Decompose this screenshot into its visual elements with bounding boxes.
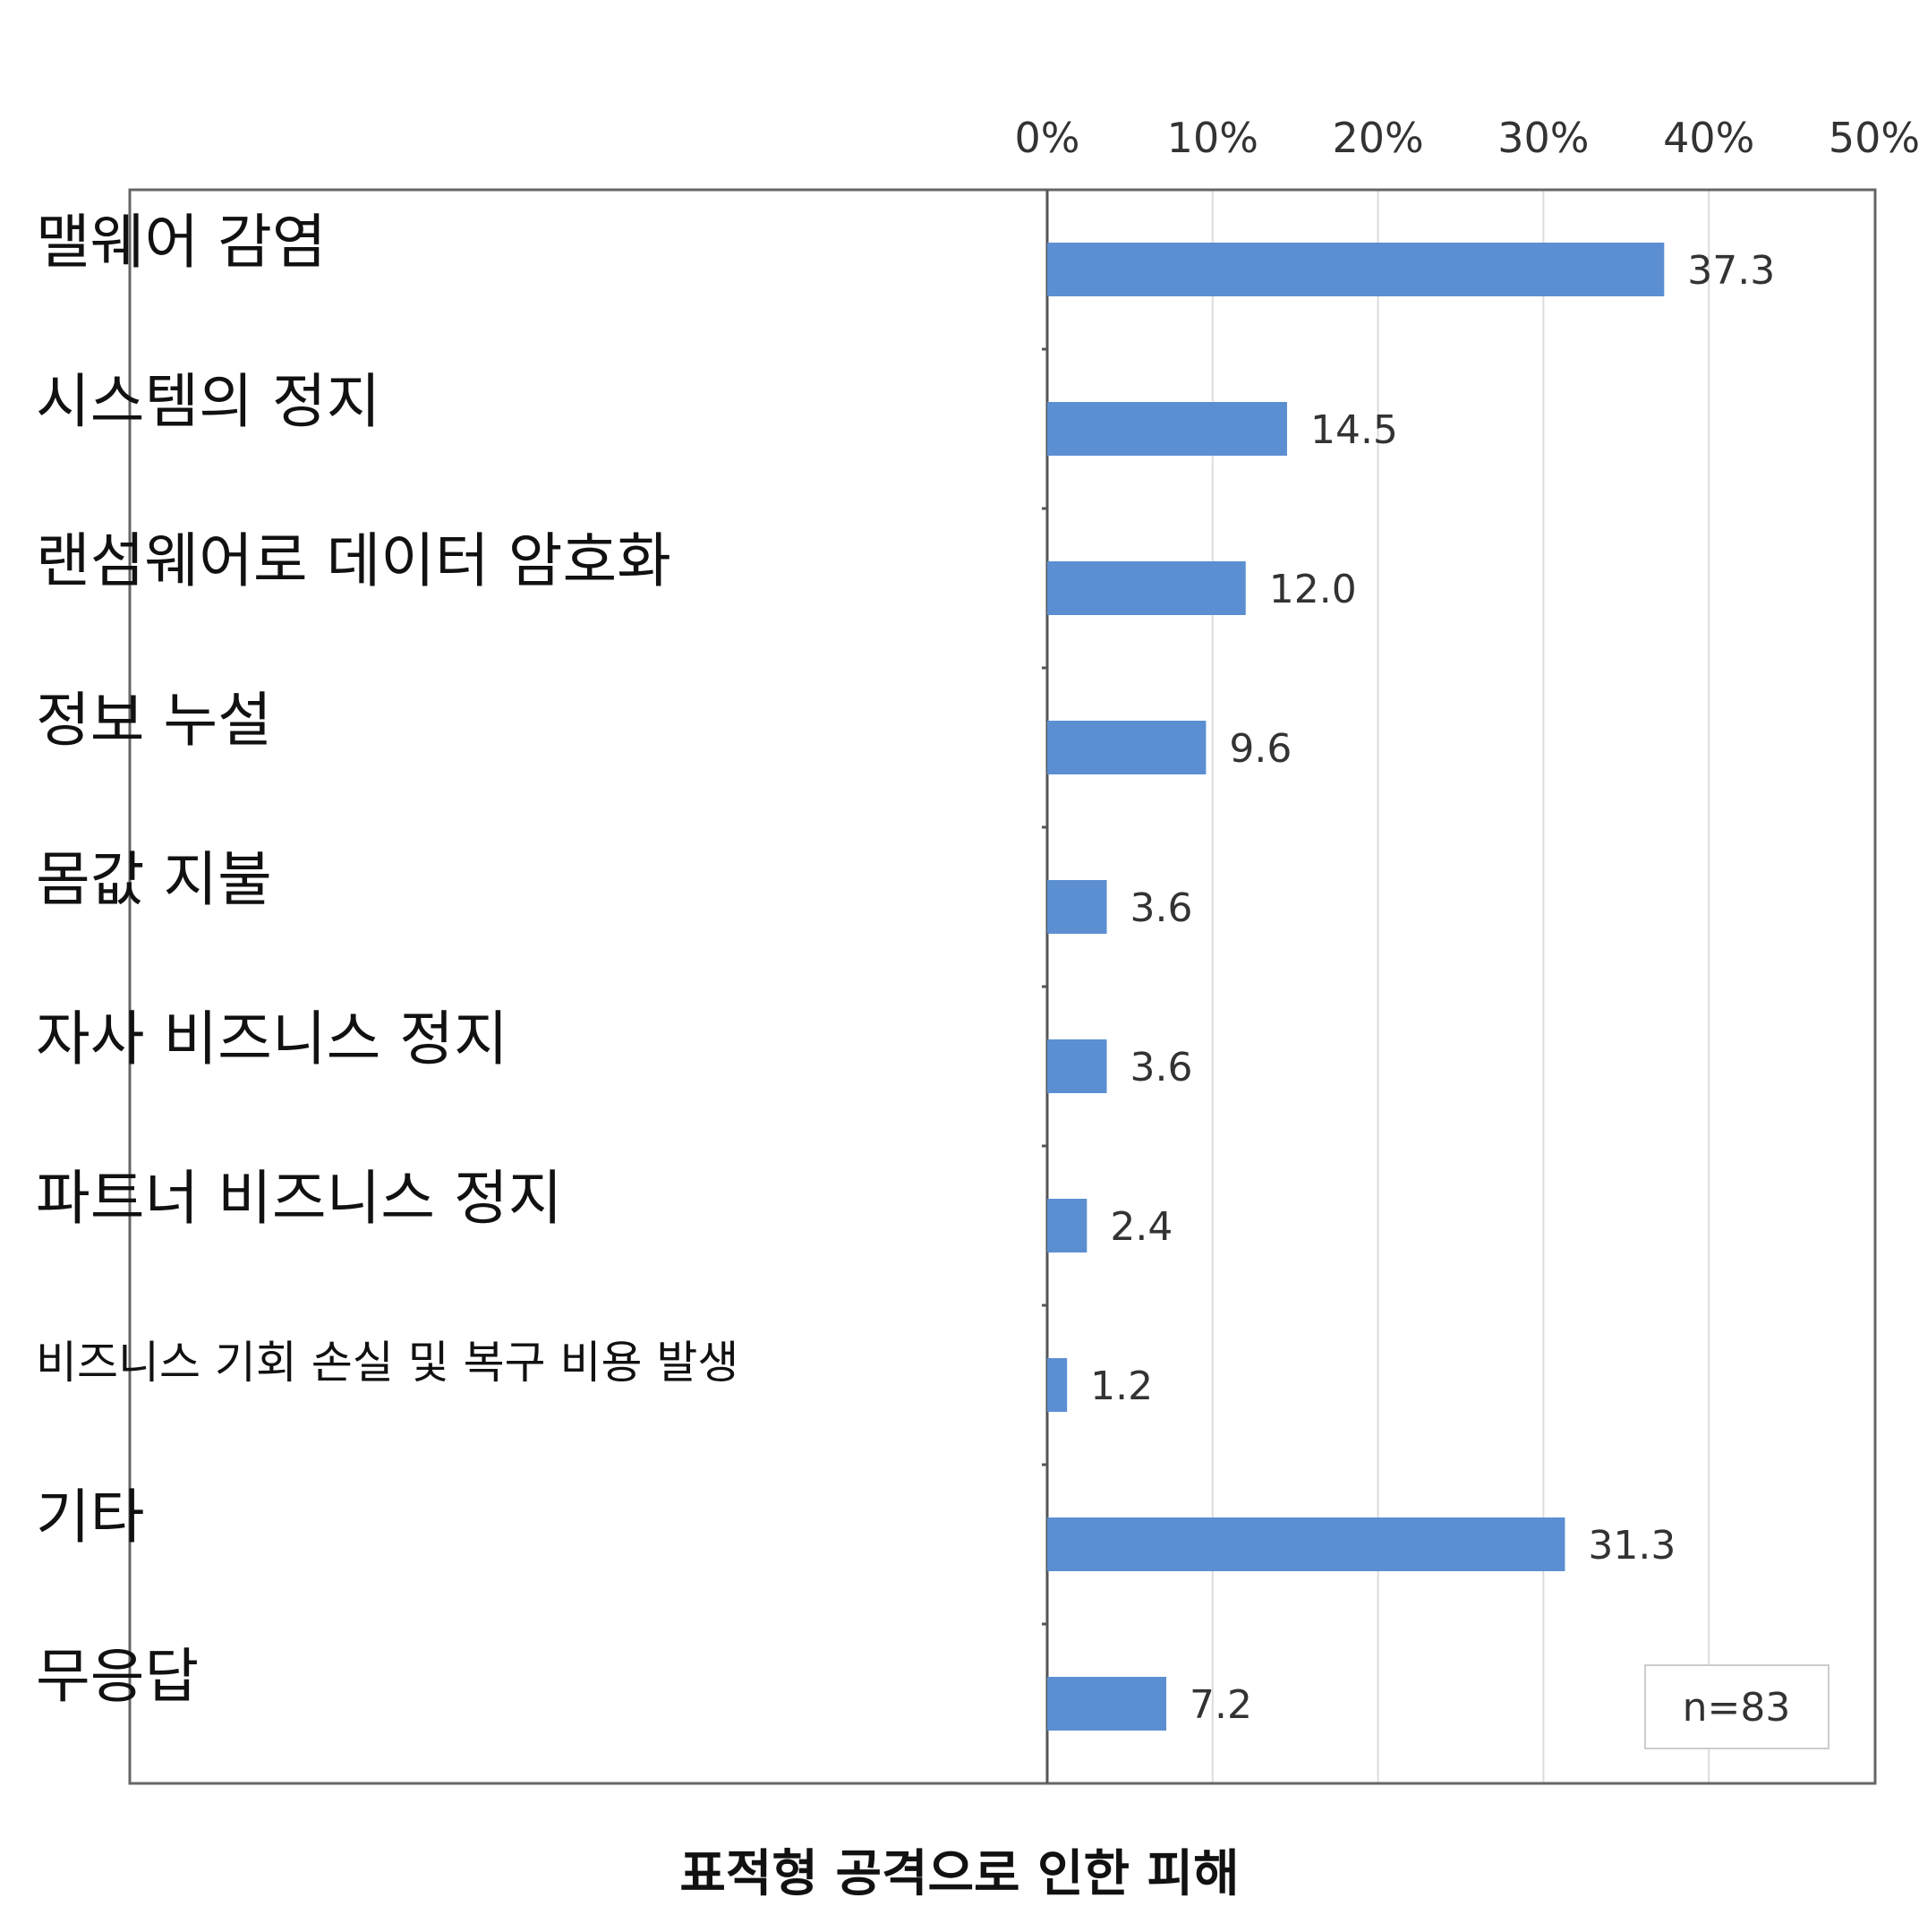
sample-size-note: n=83 xyxy=(1644,1664,1829,1749)
bar xyxy=(1047,1358,1068,1412)
category-label: 시스템의 정지 xyxy=(36,367,380,436)
category-label: 파트너 비즈니스 정지 xyxy=(36,1164,562,1233)
bar xyxy=(1047,880,1107,934)
value-labels: 37.3 14.5 12.0 9.6 3.6 3.6 2.4 1.2 31.3 7.2 xyxy=(1090,248,1775,1728)
plot-frame xyxy=(128,188,1877,1785)
category-label: 정보 누설 xyxy=(36,686,272,755)
data-label: 37.3 xyxy=(1687,248,1775,294)
x-tick-labels: 0% 10% 20% 30% 40% 50% xyxy=(1015,114,1919,162)
y-axis xyxy=(1042,190,1049,1783)
data-label: 3.6 xyxy=(1130,885,1193,931)
bar xyxy=(1047,561,1246,615)
data-label: 7.2 xyxy=(1190,1682,1252,1728)
bar xyxy=(1047,1199,1087,1252)
bar xyxy=(1047,402,1287,456)
x-tick-label: 20% xyxy=(1332,114,1423,162)
x-tick-label: 50% xyxy=(1829,114,1919,162)
data-label: 9.6 xyxy=(1229,726,1292,772)
data-label: 3.6 xyxy=(1130,1045,1193,1090)
data-label: 1.2 xyxy=(1090,1364,1153,1409)
data-label: 12.0 xyxy=(1269,567,1357,612)
category-label: 랜섬웨어로 데이터 암호화 xyxy=(36,526,671,595)
category-label: 맬웨어 감염 xyxy=(36,208,327,277)
bar xyxy=(1047,721,1207,774)
x-tick-label: 0% xyxy=(1015,114,1080,162)
category-label: 기타 xyxy=(36,1483,144,1552)
bars xyxy=(1047,243,1665,1731)
category-label: 몸값 지불 xyxy=(36,845,272,914)
category-label: 비즈니스 기회 손실 및 복구 비용 발생 xyxy=(36,1337,738,1389)
data-label: 31.3 xyxy=(1588,1523,1676,1569)
x-tick-label: 40% xyxy=(1663,114,1754,162)
x-tick-label: 30% xyxy=(1497,114,1589,162)
data-label: 2.4 xyxy=(1110,1204,1173,1250)
chart-title: 표적형 공격으로 인한 피해 xyxy=(679,1845,1240,1903)
sample-size-text: n=83 xyxy=(1683,1685,1791,1731)
bar xyxy=(1047,1677,1167,1731)
data-label: 14.5 xyxy=(1310,407,1398,453)
category-label: 무응답 xyxy=(36,1642,199,1711)
x-tick-label: 10% xyxy=(1167,114,1258,162)
bar xyxy=(1047,1039,1107,1093)
category-label: 자사 비즈니스 정지 xyxy=(36,1004,508,1073)
bar xyxy=(1047,1517,1565,1571)
bar xyxy=(1047,243,1665,296)
